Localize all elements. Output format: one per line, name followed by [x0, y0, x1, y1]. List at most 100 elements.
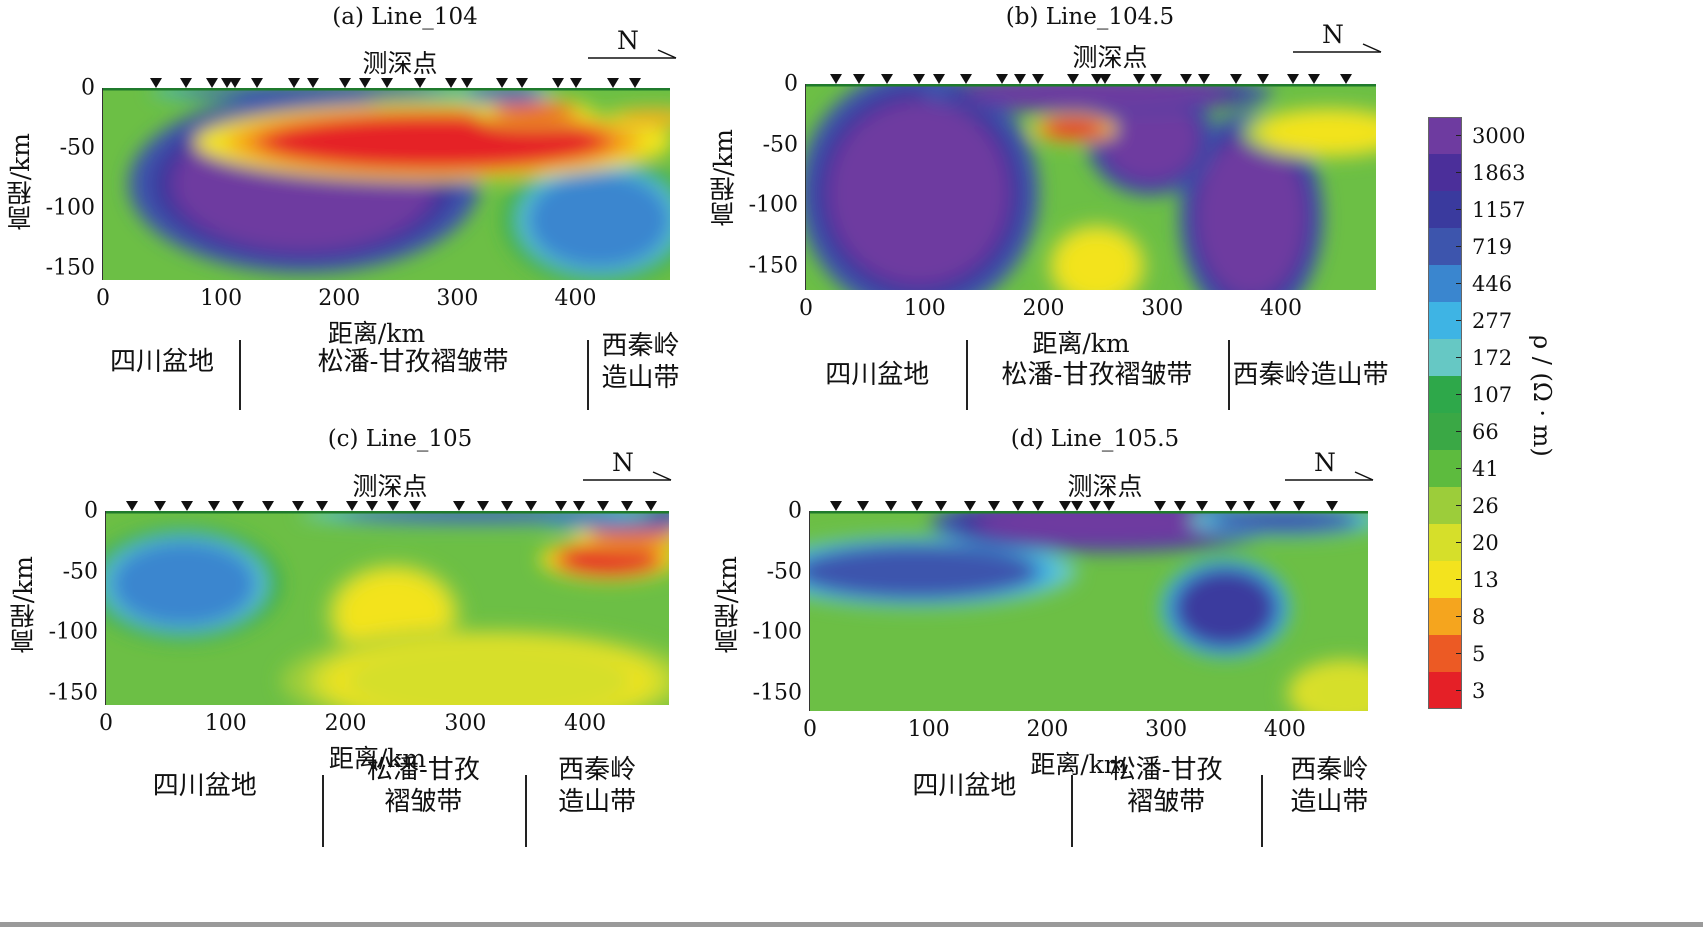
station-marker	[1174, 501, 1187, 511]
station-marker	[1340, 74, 1353, 84]
tectonic-region-label: 松潘-甘孜褶皱带	[367, 755, 480, 817]
station-marker	[1031, 74, 1044, 84]
region-divider	[1261, 775, 1264, 847]
y-axis-label: 高程/km	[9, 556, 38, 654]
resistivity-anomaly	[1269, 114, 1376, 151]
x-tick-label: 0	[96, 286, 110, 311]
x-axis-label: 距离/km	[1030, 750, 1128, 779]
station-marker	[988, 501, 1001, 511]
north-label: N	[1314, 448, 1336, 477]
colorbar-tick-label: 1863	[1472, 160, 1526, 185]
station-marker	[830, 501, 843, 511]
tectonic-region-label: 松潘-甘孜褶皱带	[317, 347, 509, 377]
station-marker	[477, 501, 490, 511]
resistivity-anomaly	[345, 644, 634, 705]
x-tick-label: 400	[564, 711, 607, 736]
resistivity-anomaly	[1102, 96, 1198, 181]
tectonic-region-label: 四川盆地	[152, 771, 257, 801]
y-tick-label: -150	[48, 680, 98, 706]
x-axis-label: 距离/km	[328, 744, 427, 773]
colorbar-tick-label: 277	[1472, 308, 1513, 333]
station-marker	[150, 78, 163, 88]
station-marker	[1225, 501, 1238, 511]
colorbar-tick-label: 20	[1472, 530, 1499, 555]
tectonic-region-label: 西秦岭造山带	[601, 331, 680, 393]
station-marker	[1090, 74, 1103, 84]
y-tick-label: -100	[45, 195, 95, 221]
station-marker	[853, 74, 866, 84]
station-marker	[387, 501, 400, 511]
x-tick-label: 100	[200, 286, 243, 311]
station-marker	[516, 78, 529, 88]
station-marker	[1293, 501, 1306, 511]
station-marker	[409, 501, 422, 511]
colorbar-tick-label: 107	[1472, 382, 1513, 407]
station-marker	[910, 501, 923, 511]
north-arrow-icon	[1293, 43, 1382, 53]
region-divider	[1071, 775, 1074, 847]
station-marker	[1059, 501, 1072, 511]
station-marker	[551, 78, 564, 88]
resistivity-anomaly	[966, 84, 1228, 109]
colorbar-label: ρ / (Ω · m)	[1528, 335, 1556, 457]
station-marker	[261, 501, 274, 511]
station-marker	[501, 501, 514, 511]
station-marker	[857, 501, 870, 511]
station-marker	[1195, 501, 1208, 511]
station-marker	[933, 74, 945, 84]
station-marker	[1286, 74, 1299, 84]
station-marker	[496, 78, 509, 88]
station-marker	[126, 501, 139, 511]
station-marker	[205, 78, 218, 88]
station-marker	[1132, 74, 1145, 84]
resistivity-anomaly	[1197, 138, 1305, 290]
station-marker	[1197, 74, 1210, 84]
y-axis-label: 高程/km	[713, 556, 742, 654]
station-label: 测深点	[362, 49, 438, 78]
station-marker	[250, 78, 263, 88]
y-tick-label: -50	[766, 559, 802, 585]
y-tick-label: -150	[752, 680, 802, 706]
x-tick-label: 200	[1026, 717, 1069, 742]
resistivity-section	[106, 511, 669, 705]
resistivity-anomaly	[1043, 119, 1103, 139]
x-tick-label: 0	[799, 296, 813, 321]
tectonic-region-label: 四川盆地	[110, 347, 215, 377]
station-marker	[645, 501, 658, 511]
station-marker	[912, 74, 925, 84]
y-tick-label: -150	[748, 253, 798, 279]
colorbar-scale	[1428, 117, 1462, 709]
colorbar-tick-label: 172	[1472, 345, 1513, 370]
station-marker	[315, 501, 328, 511]
north-label: N	[617, 26, 639, 55]
station-marker	[934, 501, 947, 511]
station-marker	[1243, 501, 1256, 511]
tectonic-region-label: 西秦岭造山带	[1290, 755, 1369, 817]
x-tick-label: 200	[318, 286, 361, 311]
resistivity-anomaly	[976, 511, 1238, 545]
resistivity-anomaly	[469, 88, 541, 102]
x-tick-label: 400	[1263, 717, 1306, 742]
station-marker	[628, 78, 641, 88]
station-marker	[607, 78, 620, 88]
station-marker	[1257, 74, 1270, 84]
north-arrow-icon	[588, 49, 677, 59]
y-axis	[805, 84, 806, 290]
station-marker	[221, 78, 234, 88]
station-marker	[880, 74, 893, 84]
colorbar-tick-label: 5	[1472, 641, 1486, 666]
panel-title: (d) Line_105.5	[1010, 426, 1180, 452]
x-tick-label: 100	[907, 717, 950, 742]
y-tick-label: -50	[762, 132, 798, 158]
region-divider	[321, 775, 324, 847]
region-divider	[966, 340, 969, 410]
y-tick-label: -150	[45, 255, 95, 281]
resistivity-anomaly	[1213, 511, 1357, 533]
y-tick-label: -100	[748, 192, 798, 218]
north-label: N	[612, 448, 634, 477]
panel-title: (b) Line_104.5	[1005, 4, 1175, 30]
x-tick-label: 300	[1145, 717, 1188, 742]
station-marker	[1229, 74, 1242, 84]
resistivity-anomaly	[345, 511, 610, 522]
tectonic-region-label: 松潘-甘孜褶皱带	[1109, 755, 1223, 817]
